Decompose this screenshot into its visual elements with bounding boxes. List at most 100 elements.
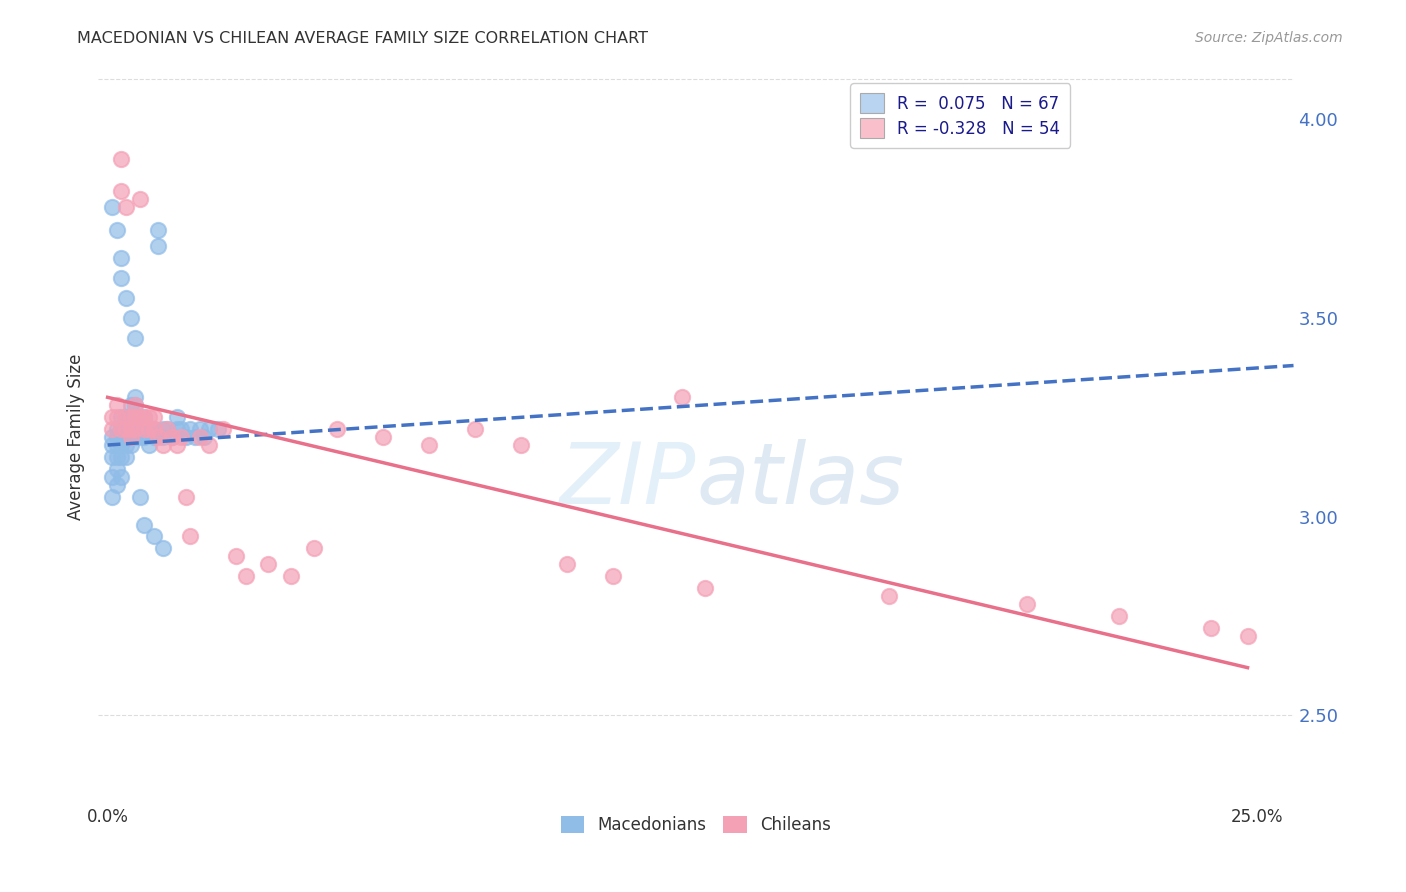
Point: [160, 430, 183, 444]
Point: [152, 541, 174, 556]
Point: [134, 422, 156, 436]
Point: [101, 470, 124, 484]
Point: [110, 410, 132, 425]
Point: [101, 422, 124, 436]
Text: Source: ZipAtlas.com: Source: ZipAtlas.com: [1195, 31, 1343, 45]
Point: [280, 569, 302, 583]
Point: [326, 422, 349, 436]
Point: [110, 422, 132, 436]
Point: [110, 470, 132, 484]
Text: MACEDONIAN VS CHILEAN AVERAGE FAMILY SIZE CORRELATION CHART: MACEDONIAN VS CHILEAN AVERAGE FAMILY SIZ…: [77, 31, 648, 46]
Legend: Macedonians, Chileans: Macedonians, Chileans: [553, 807, 839, 842]
Point: [184, 430, 207, 444]
Point: [120, 310, 142, 325]
Point: [105, 438, 128, 452]
Point: [179, 529, 201, 543]
Point: [555, 558, 578, 572]
Point: [128, 192, 150, 206]
Point: [101, 200, 124, 214]
Point: [188, 422, 211, 436]
Point: [124, 390, 146, 404]
Text: atlas: atlas: [696, 440, 904, 523]
Point: [695, 581, 717, 595]
Point: [115, 438, 138, 452]
Point: [124, 410, 146, 425]
Point: [128, 490, 150, 504]
Point: [373, 430, 395, 444]
Point: [115, 450, 138, 464]
Point: [105, 223, 128, 237]
Point: [120, 398, 142, 412]
Point: [156, 422, 179, 436]
Point: [257, 558, 280, 572]
Point: [128, 422, 150, 436]
Point: [120, 410, 142, 425]
Point: [128, 410, 150, 425]
Point: [142, 529, 165, 543]
Point: [160, 430, 183, 444]
Point: [110, 184, 132, 198]
Point: [142, 430, 165, 444]
Point: [418, 438, 440, 452]
Point: [170, 430, 193, 444]
Point: [142, 410, 165, 425]
Point: [1015, 597, 1038, 611]
Point: [166, 438, 188, 452]
Point: [134, 430, 156, 444]
Point: [152, 438, 174, 452]
Point: [197, 422, 219, 436]
Point: [197, 438, 219, 452]
Point: [138, 422, 160, 436]
Point: [138, 410, 160, 425]
Point: [105, 430, 128, 444]
Point: [235, 569, 257, 583]
Point: [148, 239, 170, 253]
Point: [225, 549, 247, 564]
Point: [115, 430, 138, 444]
Point: [138, 438, 160, 452]
Point: [174, 430, 197, 444]
Point: [120, 410, 142, 425]
Point: [105, 462, 128, 476]
Point: [101, 430, 124, 444]
Point: [128, 430, 150, 444]
Point: [120, 430, 142, 444]
Point: [120, 422, 142, 436]
Point: [124, 410, 146, 425]
Point: [120, 422, 142, 436]
Point: [207, 422, 229, 436]
Point: [193, 430, 215, 444]
Point: [101, 450, 124, 464]
Point: [148, 430, 170, 444]
Point: [671, 390, 693, 404]
Point: [138, 422, 160, 436]
Point: [124, 430, 146, 444]
Point: [142, 422, 165, 436]
Point: [105, 450, 128, 464]
Point: [188, 430, 211, 444]
Point: [170, 422, 193, 436]
Point: [128, 410, 150, 425]
Point: [211, 422, 233, 436]
Point: [134, 517, 156, 532]
Point: [877, 589, 900, 603]
Point: [110, 152, 132, 166]
Point: [115, 422, 138, 436]
Point: [124, 331, 146, 345]
Point: [110, 430, 132, 444]
Point: [156, 422, 179, 436]
Point: [115, 410, 138, 425]
Point: [166, 410, 188, 425]
Point: [124, 422, 146, 436]
Point: [105, 398, 128, 412]
Y-axis label: Average Family Size: Average Family Size: [66, 354, 84, 520]
Point: [105, 422, 128, 436]
Point: [1199, 621, 1222, 635]
Point: [115, 422, 138, 436]
Point: [464, 422, 486, 436]
Point: [115, 291, 138, 305]
Point: [1108, 609, 1130, 624]
Point: [148, 223, 170, 237]
Point: [115, 200, 138, 214]
Point: [110, 271, 132, 285]
